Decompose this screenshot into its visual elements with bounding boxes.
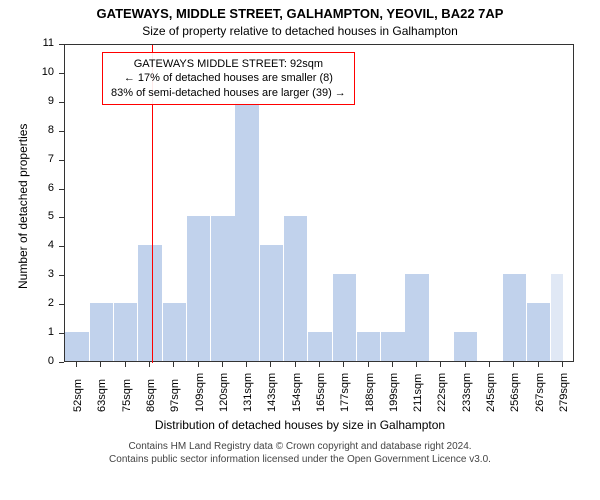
y-tick-mark: [59, 333, 64, 334]
bar: [260, 245, 284, 361]
bar: [65, 332, 89, 361]
y-tick-label: 7: [0, 153, 54, 165]
bar-partial: [551, 274, 563, 361]
y-tick-label: 4: [0, 239, 54, 251]
y-tick-label: 9: [0, 95, 54, 107]
y-tick-mark: [59, 131, 64, 132]
y-tick-label: 11: [0, 37, 54, 49]
x-tick-mark: [76, 362, 77, 367]
bar: [114, 303, 138, 361]
bar: [405, 274, 429, 361]
footer-attribution: Contains HM Land Registry data © Crown c…: [0, 440, 600, 466]
x-tick-mark: [222, 362, 223, 367]
y-tick-mark: [59, 217, 64, 218]
y-tick-label: 10: [0, 66, 54, 78]
y-tick-label: 3: [0, 268, 54, 280]
x-tick-mark: [392, 362, 393, 367]
bar: [333, 274, 357, 361]
x-tick-mark: [416, 362, 417, 367]
chart-subtitle: Size of property relative to detached ho…: [0, 24, 600, 38]
y-tick-label: 0: [0, 355, 54, 367]
y-tick-mark: [59, 189, 64, 190]
x-tick-label: 120sqm: [218, 373, 230, 412]
x-tick-label: 256sqm: [509, 373, 521, 412]
y-tick-label: 2: [0, 297, 54, 309]
x-tick-label: 52sqm: [72, 379, 84, 412]
x-tick-mark: [465, 362, 466, 367]
x-tick-mark: [246, 362, 247, 367]
chart-title: GATEWAYS, MIDDLE STREET, GALHAMPTON, YEO…: [0, 6, 600, 21]
y-axis-label: Number of detached properties: [16, 123, 30, 288]
y-tick-mark: [59, 304, 64, 305]
x-tick-label: 109sqm: [194, 373, 206, 412]
x-tick-label: 63sqm: [96, 379, 108, 412]
x-tick-label: 188sqm: [364, 373, 376, 412]
footer-line-1: Contains HM Land Registry data © Crown c…: [0, 440, 600, 453]
info-line-3: 83% of semi-detached houses are larger (…: [111, 86, 346, 100]
x-axis-label: Distribution of detached houses by size …: [0, 418, 600, 432]
x-tick-label: 222sqm: [436, 373, 448, 412]
x-tick-mark: [538, 362, 539, 367]
bar: [381, 332, 405, 361]
bar: [235, 101, 259, 361]
y-tick-mark: [59, 160, 64, 161]
footer-line-2: Contains public sector information licen…: [0, 453, 600, 466]
bar: [357, 332, 381, 361]
y-tick-mark: [59, 275, 64, 276]
bar: [503, 274, 527, 361]
y-tick-label: 8: [0, 124, 54, 136]
x-tick-label: 199sqm: [388, 373, 400, 412]
x-tick-mark: [368, 362, 369, 367]
bar: [308, 332, 332, 361]
x-tick-mark: [440, 362, 441, 367]
x-tick-label: 75sqm: [121, 379, 133, 412]
x-tick-label: 97sqm: [169, 379, 181, 412]
y-tick-mark: [59, 362, 64, 363]
y-tick-mark: [59, 73, 64, 74]
bar: [284, 216, 308, 361]
x-tick-label: 267sqm: [534, 373, 546, 412]
y-tick-label: 1: [0, 326, 54, 338]
x-tick-label: 143sqm: [266, 373, 278, 412]
x-tick-mark: [562, 362, 563, 367]
x-tick-mark: [513, 362, 514, 367]
x-tick-label: 165sqm: [315, 373, 327, 412]
x-tick-mark: [295, 362, 296, 367]
y-tick-mark: [59, 44, 64, 45]
info-line-1: GATEWAYS MIDDLE STREET: 92sqm: [111, 57, 346, 71]
bar: [163, 303, 187, 361]
x-tick-mark: [173, 362, 174, 367]
x-tick-label: 245sqm: [485, 373, 497, 412]
x-tick-mark: [343, 362, 344, 367]
x-tick-label: 233sqm: [461, 373, 473, 412]
x-tick-mark: [125, 362, 126, 367]
x-tick-mark: [319, 362, 320, 367]
x-tick-label: 131sqm: [242, 373, 254, 412]
info-box: GATEWAYS MIDDLE STREET: 92sqm ← 17% of d…: [102, 52, 355, 105]
y-tick-label: 6: [0, 182, 54, 194]
x-tick-label: 86sqm: [145, 379, 157, 412]
x-tick-mark: [489, 362, 490, 367]
x-tick-label: 279sqm: [558, 373, 570, 412]
y-tick-mark: [59, 102, 64, 103]
bar: [187, 216, 211, 361]
x-tick-label: 154sqm: [291, 373, 303, 412]
bar: [527, 303, 551, 361]
bar: [90, 303, 114, 361]
x-tick-mark: [270, 362, 271, 367]
x-tick-label: 177sqm: [339, 373, 351, 412]
x-tick-mark: [149, 362, 150, 367]
y-tick-label: 5: [0, 210, 54, 222]
chart-container: GATEWAYS, MIDDLE STREET, GALHAMPTON, YEO…: [0, 0, 600, 500]
bar: [211, 216, 235, 361]
x-tick-mark: [100, 362, 101, 367]
bar: [138, 245, 162, 361]
y-tick-mark: [59, 246, 64, 247]
x-tick-mark: [198, 362, 199, 367]
x-tick-label: 211sqm: [412, 374, 424, 412]
bar: [454, 332, 478, 361]
info-line-2: ← 17% of detached houses are smaller (8): [111, 71, 346, 85]
